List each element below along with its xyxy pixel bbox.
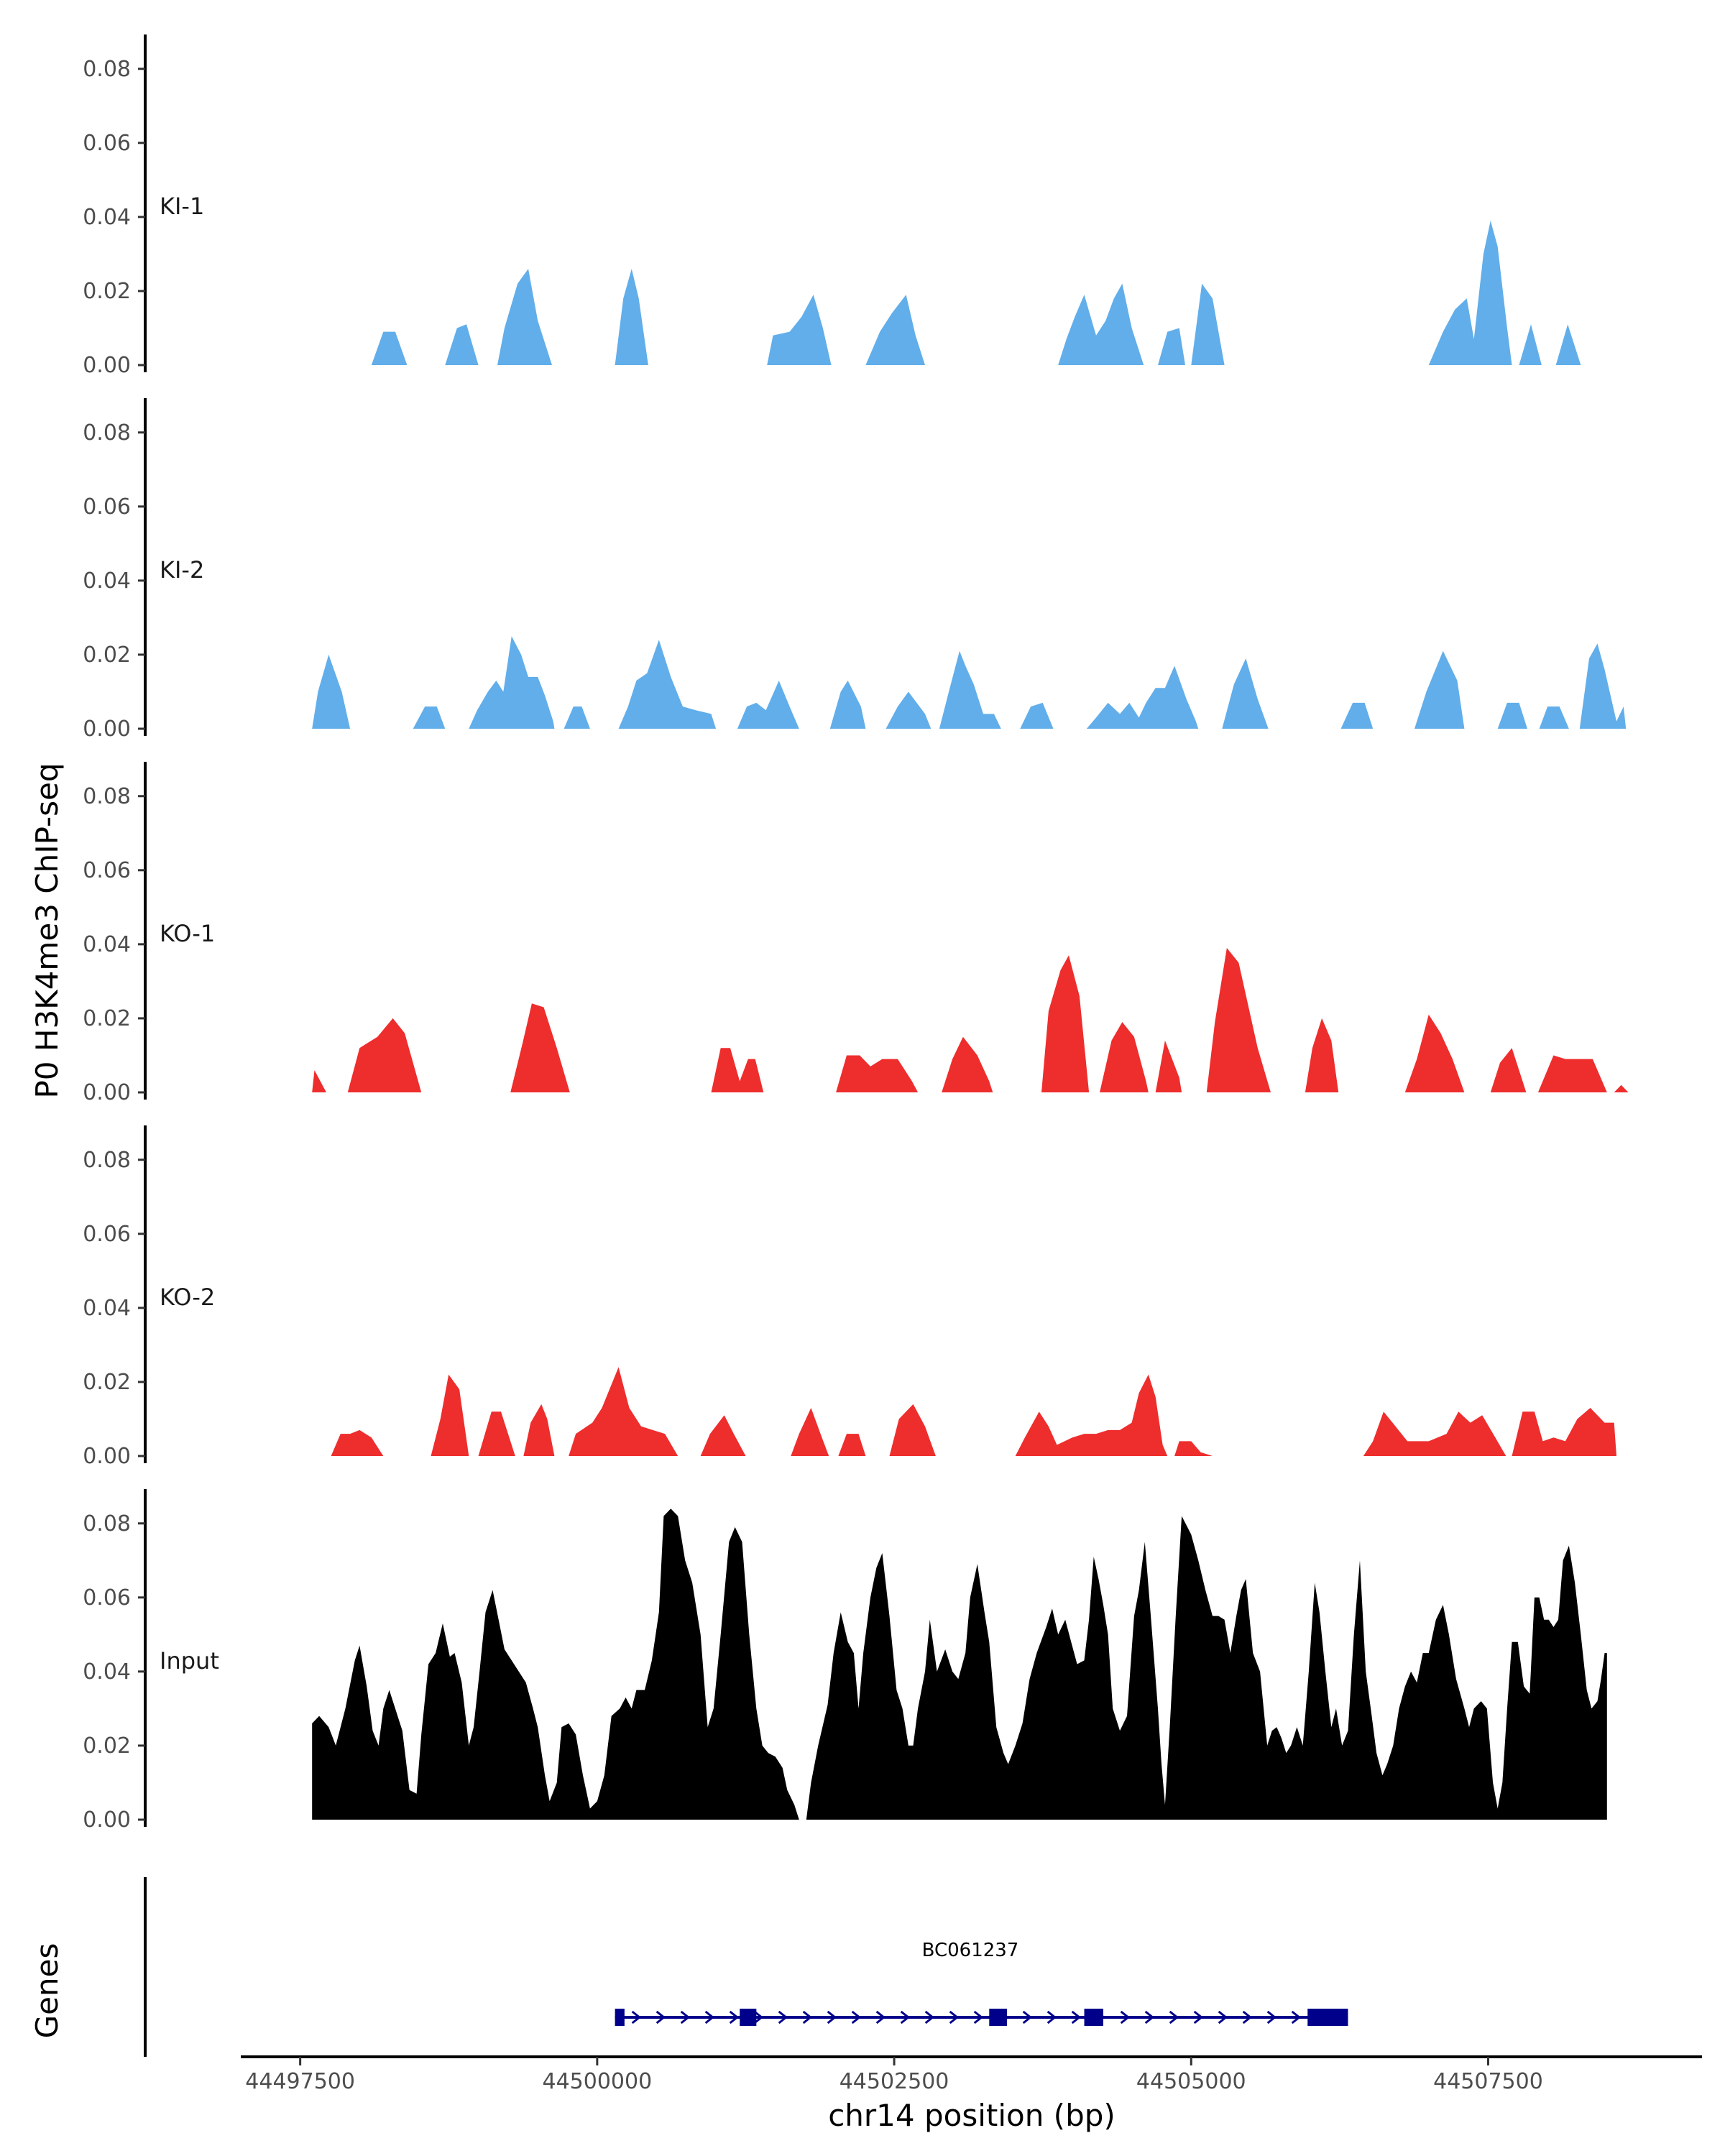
strand-arrow <box>802 2010 813 2024</box>
y-tick-label: 0.02 <box>83 279 131 304</box>
gene-exon <box>1307 2009 1348 2026</box>
x-tick-label: 44502500 <box>840 2069 949 2094</box>
strand-arrow <box>1022 2010 1033 2024</box>
gene-exon <box>740 2009 757 2026</box>
x-tick-label: 44500000 <box>543 2069 653 2094</box>
strand-arrow <box>631 2010 642 2024</box>
strand-arrow <box>680 2010 691 2024</box>
strand-arrow <box>973 2010 984 2024</box>
gene-exon <box>989 2009 1008 2026</box>
y-tick-label: 0.06 <box>83 1222 131 1247</box>
y-tick-label: 0.04 <box>83 932 131 957</box>
y-tick-label: 0.06 <box>83 1585 131 1611</box>
y-tick-label: 0.04 <box>83 568 131 594</box>
strand-arrow <box>851 2010 862 2024</box>
y-tick-label: 0.00 <box>83 717 131 742</box>
x-tick-label: 44507500 <box>1433 2069 1543 2094</box>
gene-name-label: BC061237 <box>922 1940 1019 1961</box>
y-axis-title: P0 H3K4me3 ChIP-seq <box>29 763 65 1098</box>
strand-arrow <box>1144 2010 1155 2024</box>
y-tick-label: 0.08 <box>83 1511 131 1537</box>
y-tick-label: 0.08 <box>83 57 131 82</box>
track-panel-input: 0.00 0.02 0.04 0.06 0.08 Input <box>83 1489 1607 1833</box>
track-label: KO-1 <box>160 920 215 947</box>
track-panel-ki-1: 0.00 0.02 0.04 0.06 0.08 KI-1 <box>83 34 1581 378</box>
strand-arrow <box>924 2010 935 2024</box>
strand-arrow <box>656 2010 666 2024</box>
x-tick-label: 44505000 <box>1136 2069 1246 2094</box>
y-tick-label: 0.02 <box>83 1370 131 1395</box>
y-tick-label: 0.00 <box>83 1080 131 1105</box>
strand-arrow <box>1120 2010 1131 2024</box>
track-panel-ko-1: 0.00 0.02 0.04 0.06 0.08 KO-1 <box>83 762 1629 1105</box>
y-tick-label: 0.06 <box>83 858 131 883</box>
x-tick-label: 44497500 <box>245 2069 355 2094</box>
y-tick-label: 0.02 <box>83 1733 131 1759</box>
strand-arrow <box>1242 2010 1253 2024</box>
y-tick-label: 0.04 <box>83 205 131 230</box>
strand-arrow <box>1291 2010 1302 2024</box>
track-label: KI-1 <box>160 193 204 220</box>
signal-area-ko-1 <box>312 948 1629 1092</box>
y-tick-label: 0.08 <box>83 1148 131 1173</box>
strand-arrow <box>1046 2010 1057 2024</box>
gene-exon <box>615 2009 625 2026</box>
track-label: KI-2 <box>160 556 204 584</box>
signal-area-ko-2 <box>331 1367 1617 1456</box>
strand-arrow <box>778 2010 788 2024</box>
y-tick-label: 0.06 <box>83 131 131 156</box>
y-tick-label: 0.04 <box>83 1296 131 1321</box>
track-panel-ki-2: 0.00 0.02 0.04 0.06 0.08 KI-2 <box>83 398 1627 742</box>
strand-arrow <box>753 2010 764 2024</box>
strand-arrow <box>1071 2010 1082 2024</box>
strand-arrow <box>1266 2010 1277 2024</box>
strand-arrow <box>827 2010 837 2024</box>
y-tick-label: 0.06 <box>83 494 131 520</box>
signal-area-ki-1 <box>371 221 1581 365</box>
track-label: KO-2 <box>160 1284 215 1311</box>
strand-arrow <box>1169 2010 1179 2024</box>
signal-area-ki-2 <box>312 636 1627 729</box>
y-tick-label: 0.02 <box>83 642 131 668</box>
y-tick-label: 0.00 <box>83 1444 131 1469</box>
y-tick-label: 0.00 <box>83 1807 131 1833</box>
y-tick-label: 0.02 <box>83 1006 131 1031</box>
y-tick-label: 0.08 <box>83 784 131 809</box>
strand-arrow <box>900 2010 911 2024</box>
strand-arrow <box>1193 2010 1204 2024</box>
genes-axis-title: Genes <box>29 1943 65 2039</box>
y-tick-label: 0.00 <box>83 353 131 378</box>
signal-area-input <box>312 1508 1607 1820</box>
track-label: Input <box>160 1647 219 1674</box>
y-tick-label: 0.04 <box>83 1659 131 1685</box>
track-panel-ko-2: 0.00 0.02 0.04 0.06 0.08 KO-2 <box>83 1125 1617 1469</box>
strand-arrow <box>949 2010 960 2024</box>
x-axis-title: chr14 position (bp) <box>828 2098 1116 2133</box>
strand-arrow <box>729 2010 740 2024</box>
y-tick-label: 0.08 <box>83 420 131 446</box>
strand-arrow <box>1218 2010 1228 2024</box>
strand-arrow <box>704 2010 715 2024</box>
strand-arrow <box>875 2010 886 2024</box>
gene-exon <box>1084 2009 1103 2026</box>
